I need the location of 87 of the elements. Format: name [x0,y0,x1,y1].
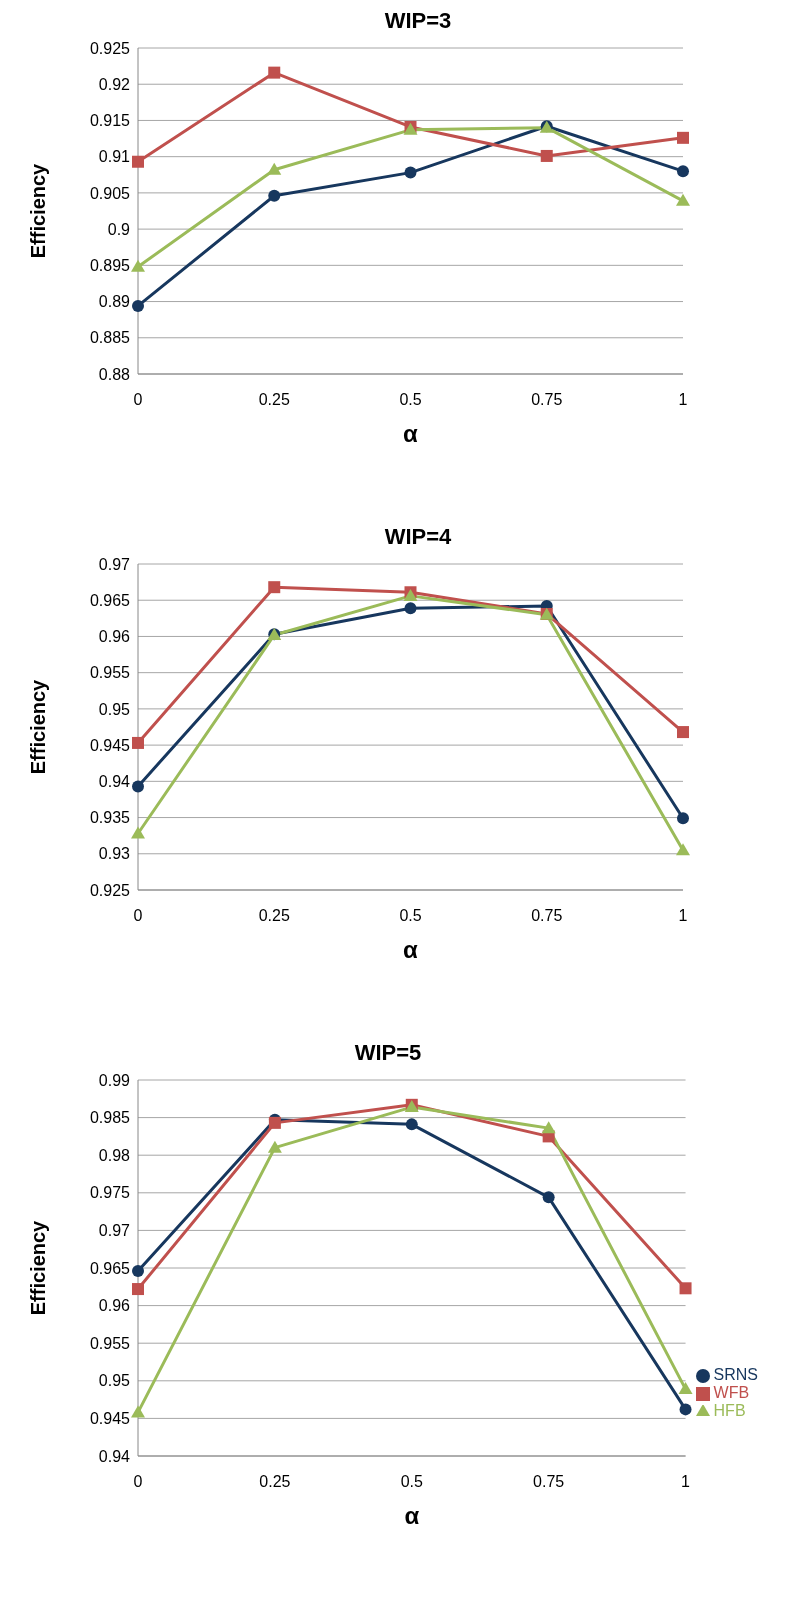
x-tick-label: 0 [133,907,143,925]
point [540,149,553,162]
y-tick-label: 0.89 [98,293,131,311]
point [267,1140,282,1153]
y-tick-label: 0.91 [98,148,131,166]
point [132,1265,144,1278]
y-tick-label: 0.955 [89,1334,131,1352]
y-tick-label: 0.88 [98,365,131,383]
x-tick-label: 0.25 [259,1473,291,1491]
chart-title: WIP=5 [353,1040,423,1066]
y-tick-label: 0.915 [89,112,131,130]
y-tick-label: 0.935 [89,809,131,827]
point [132,299,144,312]
x-axis-title: α [404,1502,420,1529]
chart-title: WIP=4 [383,524,453,550]
y-tick-label: 0.93 [98,845,131,863]
y-tick-label: 0.96 [98,628,131,646]
y-tick-label: 0.95 [98,1372,131,1390]
y-tick-label: 0.96 [98,1297,131,1315]
x-tick-label: 0.5 [399,907,422,925]
point [131,1405,145,1418]
x-tick-label: 0 [133,391,143,409]
y-tick-label: 0.99 [98,1071,131,1089]
legend-label: WFB [713,1384,750,1401]
y-tick-label: 0.925 [89,881,131,899]
legend-label: HFB [713,1402,746,1419]
y-axis-title: Efficiency [27,1219,50,1316]
point [132,736,144,749]
x-tick-label: 1 [678,391,688,409]
point [677,812,689,825]
y-tick-label: 0.95 [98,700,131,718]
point [404,166,417,179]
point [132,1283,144,1296]
point [677,131,689,144]
x-tick-label: 0.75 [533,1473,565,1491]
point [541,1121,556,1134]
y-tick-label: 0.895 [89,257,131,275]
y-tick-label: 0.97 [98,555,131,573]
point [268,189,281,202]
point [679,1403,692,1416]
y-tick-label: 0.975 [89,1184,131,1202]
y-tick-label: 0.945 [89,736,131,754]
chart-title: WIP=3 [383,8,453,34]
y-tick-label: 0.98 [98,1146,131,1164]
x-axis-title: α [403,420,419,447]
point [268,581,281,594]
point [131,259,145,272]
point [542,1191,555,1204]
y-tick-label: 0.885 [89,329,131,347]
y-tick-label: 0.925 [89,39,131,57]
point [404,602,417,615]
point [676,843,690,856]
point [131,826,145,839]
y-tick-label: 0.955 [89,664,131,682]
y-tick-label: 0.905 [89,184,131,202]
y-tick-label: 0.97 [98,1222,131,1240]
point [268,66,281,79]
x-tick-label: 0.75 [531,391,563,409]
x-tick-label: 0.5 [399,391,422,409]
x-tick-label: 0.25 [258,907,290,925]
x-tick-label: 0 [133,1473,143,1491]
point [679,1282,692,1295]
x-tick-label: 0.25 [258,391,290,409]
y-axis-title: Efficiency [27,678,50,775]
point [132,155,144,168]
y-tick-label: 0.9 [107,220,131,238]
x-tick-label: 1 [678,907,688,925]
x-tick-label: 0.75 [531,907,563,925]
point [677,165,689,178]
point [677,726,689,739]
y-tick-label: 0.985 [89,1109,131,1127]
point [676,193,690,206]
y-tick-label: 0.94 [98,1447,131,1465]
point [267,162,282,175]
x-tick-label: 0.5 [400,1473,423,1491]
y-tick-label: 0.92 [98,75,131,93]
point [678,1382,693,1395]
y-tick-label: 0.945 [89,1410,131,1428]
y-tick-label: 0.965 [89,1259,131,1277]
x-tick-label: 1 [681,1473,691,1491]
y-axis-title: Efficiency [27,162,50,259]
x-axis-title: α [403,936,419,963]
y-tick-label: 0.94 [98,773,131,791]
point [132,780,144,793]
y-tick-label: 0.965 [89,591,131,609]
point [405,1118,418,1131]
legend-label: SRNS [713,1366,758,1383]
